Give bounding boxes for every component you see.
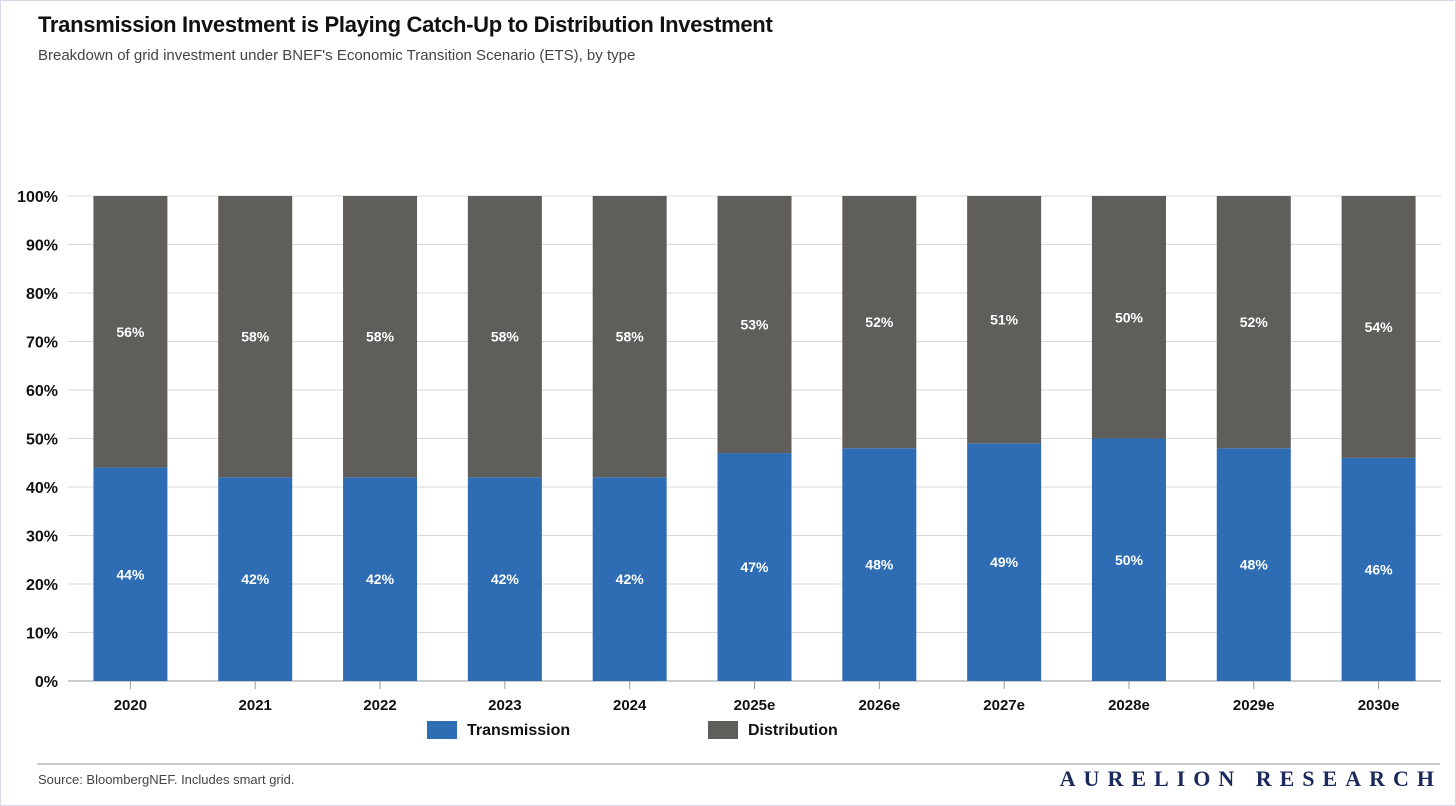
bar-transmission: [1091, 438, 1166, 681]
data-label: 54%: [1365, 319, 1394, 335]
data-label: 42%: [491, 571, 520, 587]
data-label: 58%: [616, 329, 645, 345]
bar-distribution: [1216, 196, 1291, 449]
data-label: 47%: [740, 559, 769, 575]
x-tick-label: 2028e: [1108, 697, 1150, 714]
footer-divider: [37, 763, 1440, 765]
data-label: 42%: [241, 571, 270, 587]
x-tick-label: 2026e: [858, 697, 900, 714]
bar-transmission: [218, 477, 293, 681]
data-label: 52%: [865, 314, 894, 330]
data-label: 58%: [366, 329, 395, 345]
legend-label: Distribution: [748, 722, 838, 739]
data-label: 58%: [491, 329, 520, 345]
x-tick-label: 2027e: [983, 697, 1025, 714]
bar-distribution: [967, 196, 1042, 444]
source-note: Source: BloombergNEF. Includes smart gri…: [38, 772, 295, 787]
bar-transmission: [1216, 448, 1291, 681]
data-label: 50%: [1115, 552, 1144, 568]
bar-distribution: [218, 196, 293, 478]
y-tick-label: 10%: [26, 626, 58, 643]
bar-transmission: [967, 443, 1042, 681]
data-label: 44%: [116, 566, 145, 582]
bar-distribution: [343, 196, 418, 478]
bar-distribution: [1091, 196, 1166, 439]
chart-title: Transmission Investment is Playing Catch…: [38, 12, 773, 37]
x-tick-label: 2023: [488, 697, 521, 714]
bar-transmission: [93, 467, 168, 681]
x-tick-label: 2020: [114, 697, 147, 714]
y-tick-label: 100%: [17, 189, 58, 206]
bar-distribution: [1341, 196, 1416, 458]
x-tick-label: 2024: [613, 697, 647, 714]
bar-distribution: [717, 196, 792, 454]
x-tick-label: 2029e: [1233, 697, 1275, 714]
y-tick-label: 70%: [26, 335, 58, 352]
bar-distribution: [467, 196, 542, 478]
y-tick-label: 40%: [26, 480, 58, 497]
legend-swatch-transmission: [427, 721, 457, 739]
y-tick-label: 20%: [26, 577, 58, 594]
x-tick-label: 2030e: [1358, 697, 1400, 714]
legend-swatch-distribution: [708, 721, 738, 739]
x-tick-label: 2021: [239, 697, 272, 714]
data-label: 56%: [116, 324, 145, 340]
y-tick-label: 80%: [26, 286, 58, 303]
data-label: 42%: [366, 571, 395, 587]
bar-transmission: [842, 448, 917, 681]
data-label: 48%: [865, 557, 894, 573]
chart-subtitle: Breakdown of grid investment under BNEF'…: [38, 47, 636, 64]
data-label: 50%: [1115, 309, 1144, 325]
bar-distribution: [592, 196, 667, 478]
bar-transmission: [717, 453, 792, 681]
brand-logo: AURELION RESEARCH: [1059, 766, 1442, 791]
bar-transmission: [343, 477, 418, 681]
legend-label: Transmission: [467, 722, 570, 739]
x-tick-label: 2022: [363, 697, 396, 714]
bar-transmission: [592, 477, 667, 681]
y-tick-label: 60%: [26, 383, 58, 400]
data-label: 58%: [241, 329, 270, 345]
bar-transmission: [467, 477, 542, 681]
data-label: 46%: [1365, 561, 1394, 577]
bar-distribution: [842, 196, 917, 449]
data-label: 42%: [616, 571, 645, 587]
y-tick-label: 30%: [26, 529, 58, 546]
data-label: 51%: [990, 312, 1019, 328]
bar-distribution: [93, 196, 168, 468]
bar-transmission: [1341, 457, 1416, 681]
data-label: 49%: [990, 554, 1019, 570]
data-label: 53%: [740, 317, 769, 333]
y-tick-label: 0%: [35, 674, 58, 691]
y-tick-label: 90%: [26, 238, 58, 255]
x-tick-label: 2025e: [734, 697, 776, 714]
y-tick-label: 50%: [26, 432, 58, 449]
data-label: 52%: [1240, 314, 1269, 330]
data-label: 48%: [1240, 557, 1269, 573]
